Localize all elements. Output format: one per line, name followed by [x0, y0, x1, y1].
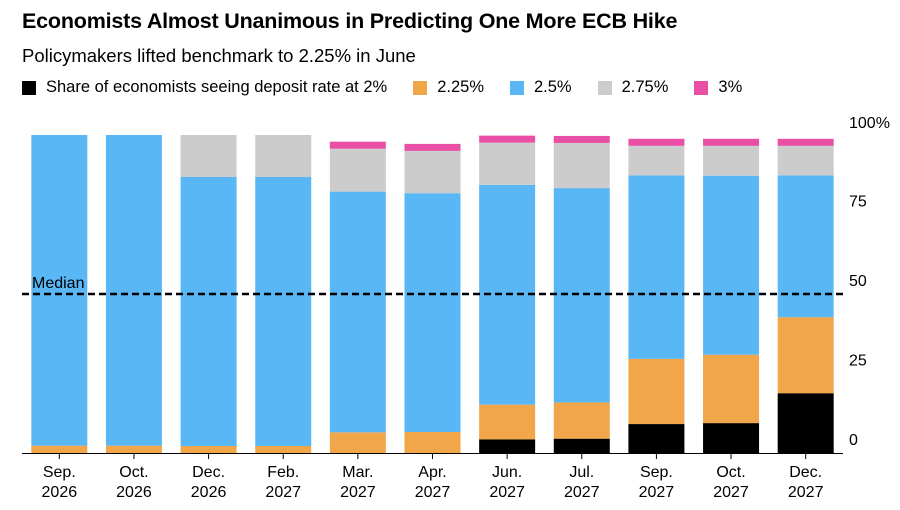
- bar-segment-0-9: [703, 423, 760, 453]
- bar-segment-1-5: [404, 432, 461, 453]
- bar-segment-1-6: [479, 404, 536, 440]
- bar-segment-3-4: [329, 148, 386, 192]
- bar-segment-2-2: [180, 176, 237, 447]
- x-tick-label-7-1: 2027: [564, 484, 600, 501]
- bar-segment-2-1: [105, 135, 162, 446]
- bar-segment-3-8: [628, 145, 685, 176]
- legend-item-2-5pct: 2.5%: [510, 78, 572, 97]
- x-tick-label-1-1: 2026: [116, 484, 152, 501]
- bar-segment-2-9: [703, 175, 760, 355]
- x-tick-label-10-0: Dec.: [789, 464, 822, 481]
- bar-segment-4-5: [404, 143, 461, 151]
- y-tick-label-3: 75: [849, 194, 867, 211]
- bar-segment-2-10: [777, 175, 834, 318]
- bar-segment-1-10: [777, 317, 834, 394]
- bar-segment-2-5: [404, 193, 461, 433]
- x-tick-label-3-0: Feb.: [267, 464, 299, 481]
- legend-label-2pct: Share of economists seeing deposit rate …: [46, 78, 388, 96]
- legend-item-3pct: 3%: [694, 78, 742, 97]
- legend-label-3pct: 3%: [718, 78, 743, 96]
- legend-swatch-2pct: [22, 80, 36, 95]
- bar-segment-3-6: [479, 142, 536, 185]
- bar-segment-1-9: [703, 354, 760, 424]
- bar-segment-2-8: [628, 175, 685, 359]
- legend-swatch-3pct: [694, 80, 709, 95]
- legend-swatch-2-25pct: [413, 80, 428, 95]
- y-tick-label-1: 25: [849, 353, 867, 370]
- bar-segment-4-9: [703, 138, 760, 146]
- bar-segment-2-0: [31, 135, 88, 446]
- legend-swatch-2-75pct: [597, 80, 612, 95]
- legend-label-2-25pct: 2.25%: [437, 78, 484, 96]
- x-tick-label-7-0: Jul.: [569, 464, 594, 481]
- bar-segment-1-3: [255, 446, 312, 453]
- x-tick-label-10-1: 2027: [788, 484, 824, 501]
- bar-segment-3-5: [404, 150, 461, 194]
- legend-item-2-75pct: 2.75%: [597, 78, 669, 97]
- y-tick-label-0: 0: [849, 432, 858, 449]
- x-tick-label-4-1: 2027: [340, 484, 376, 501]
- chart-title: Economists Almost Unanimous in Predictin…: [22, 9, 678, 33]
- x-tick-label-5-0: Apr.: [418, 464, 446, 481]
- bar-segment-1-0: [31, 445, 88, 453]
- legend-label-2-75pct: 2.75%: [621, 78, 669, 96]
- legend: Share of economists seeing deposit rate …: [22, 78, 768, 97]
- x-tick-label-0-1: 2026: [42, 484, 78, 501]
- x-tick-label-5-1: 2027: [415, 484, 451, 501]
- bar-segment-4-10: [777, 138, 834, 146]
- bar-segment-3-9: [703, 145, 760, 176]
- bar-segment-4-6: [479, 135, 536, 143]
- x-tick-label-2-0: Dec.: [192, 464, 225, 481]
- bar-segment-0-7: [553, 438, 610, 453]
- bar-segment-1-1: [105, 445, 162, 453]
- legend-swatch-2-5pct: [510, 80, 524, 95]
- bar-segment-1-7: [553, 402, 610, 439]
- bar-segment-3-2: [180, 135, 237, 177]
- bar-segment-0-10: [777, 393, 834, 453]
- legend-item-2pct: Share of economists seeing deposit rate …: [22, 78, 387, 97]
- y-tick-label-4: 100%: [849, 115, 890, 132]
- bar-segment-2-3: [255, 176, 312, 447]
- bar-segment-1-8: [628, 358, 685, 425]
- legend-item-2-25pct: 2.25%: [413, 78, 484, 97]
- chart-subtitle: Policymakers lifted benchmark to 2.25% i…: [22, 45, 416, 66]
- x-tick-label-2-1: 2026: [191, 484, 227, 501]
- y-tick-label-2: 50: [849, 273, 867, 290]
- bar-segment-1-4: [329, 432, 386, 453]
- legend-label-2-5pct: 2.5%: [534, 78, 572, 96]
- bar-segment-2-4: [329, 191, 386, 433]
- bar-segment-3-3: [255, 135, 312, 177]
- bar-segment-4-8: [628, 138, 685, 146]
- bar-segment-2-7: [553, 188, 610, 403]
- x-tick-label-1-0: Oct.: [119, 464, 148, 481]
- x-tick-label-9-0: Oct.: [716, 464, 745, 481]
- x-tick-label-9-1: 2027: [713, 484, 749, 501]
- bar-segment-3-10: [777, 145, 834, 176]
- bar-segment-0-6: [479, 439, 536, 453]
- bar-segment-4-7: [553, 135, 610, 143]
- median-label: Median: [32, 275, 84, 292]
- x-tick-label-6-0: Jun.: [492, 464, 522, 481]
- bar-segment-3-7: [553, 142, 610, 189]
- x-tick-label-8-1: 2027: [639, 484, 675, 501]
- bar-segment-4-4: [329, 141, 386, 149]
- x-tick-label-8-0: Sep.: [640, 464, 673, 481]
- bar-segment-0-8: [628, 424, 685, 453]
- x-tick-label-0-0: Sep.: [43, 464, 76, 481]
- x-tick-label-6-1: 2027: [489, 484, 525, 501]
- x-tick-label-3-1: 2027: [265, 484, 301, 501]
- bar-segment-1-2: [180, 446, 237, 453]
- x-tick-label-4-0: Mar.: [342, 464, 373, 481]
